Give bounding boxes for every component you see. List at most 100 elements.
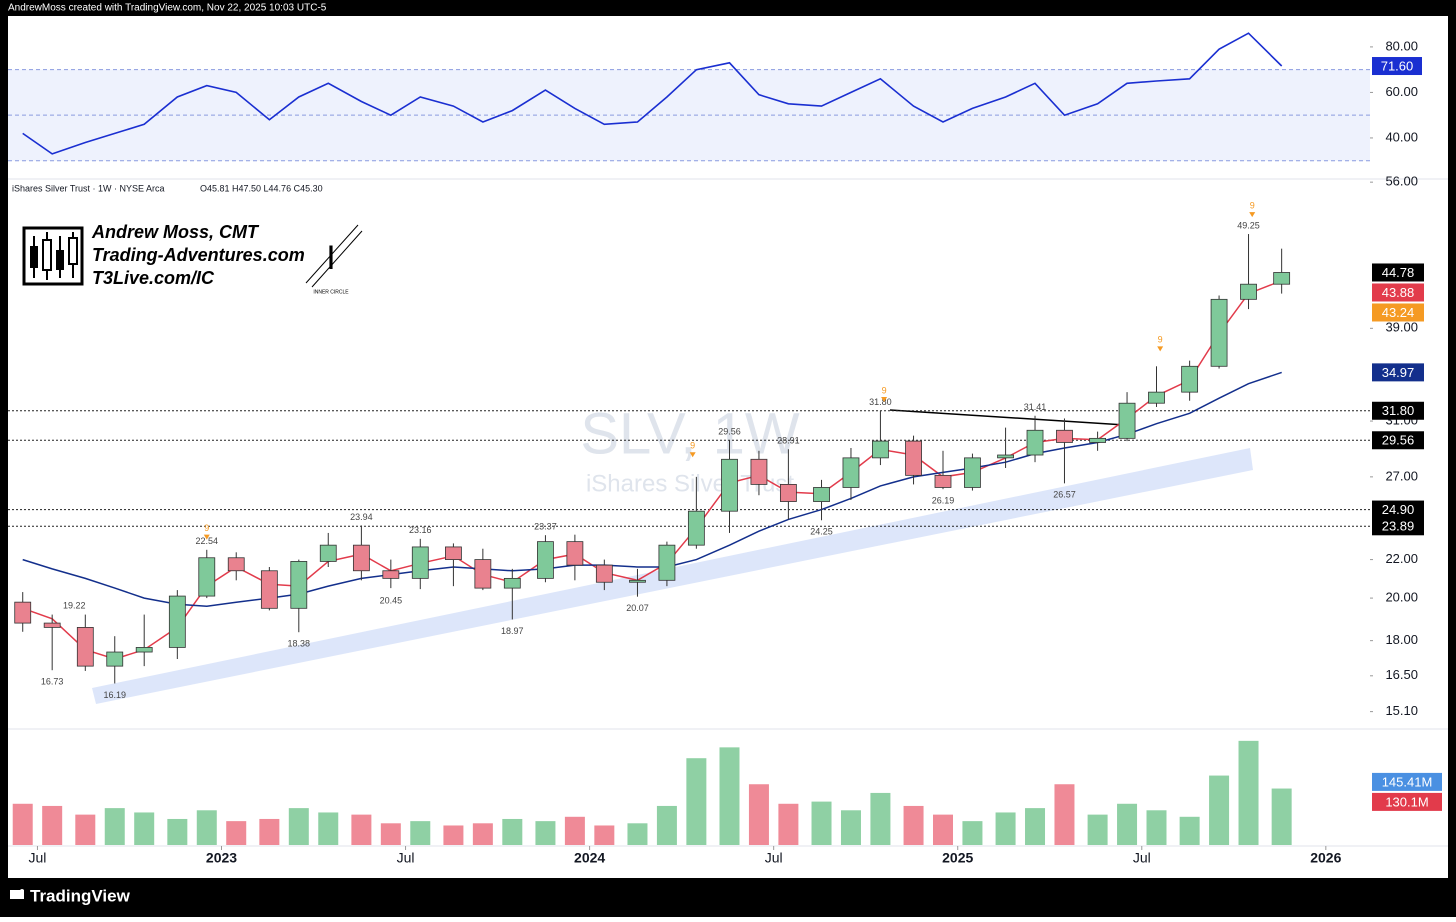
- candle-body: [290, 561, 308, 609]
- candle-body: [537, 541, 554, 579]
- price-annotation: 22.54: [196, 536, 219, 546]
- logo-body: [68, 237, 78, 265]
- y-tick-label: 15.10: [1385, 703, 1418, 718]
- volume-bar: [167, 818, 188, 845]
- candle-body: [872, 440, 889, 459]
- volume-bar: [995, 812, 1016, 845]
- candle-body: [905, 440, 922, 476]
- volume-bar: [75, 814, 96, 845]
- y-tick-label: 22.00: [1385, 551, 1418, 566]
- footer-logo: TradingView: [10, 886, 131, 905]
- td-count: 9: [204, 523, 209, 533]
- candle-body: [106, 651, 124, 667]
- price-annotation: 23.37: [534, 522, 557, 532]
- y-tick-label: 80.00: [1385, 38, 1418, 53]
- candle-body: [779, 484, 797, 502]
- volume-bar: [870, 792, 891, 845]
- candle-body: [842, 457, 860, 488]
- volume-bar: [1087, 814, 1108, 845]
- logo-stroke: [305, 224, 359, 284]
- candle-body: [227, 557, 245, 572]
- price-annotation: 28.91: [777, 436, 800, 446]
- volume-bar: [104, 808, 125, 845]
- logo-mark: I: [326, 239, 335, 277]
- candle-body: [1148, 391, 1165, 404]
- candle-body: [1181, 365, 1199, 393]
- rsi-last-label: 71.60: [1381, 58, 1414, 73]
- moving-average: [22, 371, 1282, 608]
- price-annotation: 49.25: [1237, 220, 1260, 230]
- volume-axis-label: 130.1M: [1385, 794, 1428, 809]
- volume-bar: [1209, 775, 1230, 845]
- candle-body: [168, 595, 186, 648]
- volume-bar: [1179, 816, 1200, 845]
- x-tick-label: 2023: [206, 850, 237, 866]
- td-marker: [203, 534, 210, 540]
- volume-bar: [351, 814, 372, 845]
- td-count: 9: [690, 441, 695, 451]
- td-count: 9: [1250, 200, 1255, 210]
- td-marker: [881, 397, 888, 403]
- candle-body: [319, 544, 337, 562]
- logo-body: [56, 250, 64, 270]
- volume-bar: [410, 821, 431, 845]
- ohlc-label: O45.81 H47.50 L44.76 C45.30: [200, 183, 323, 193]
- candle-body: [1210, 298, 1228, 367]
- volume-bar: [594, 825, 615, 845]
- price-annotation: 18.97: [501, 626, 524, 636]
- logo: Andrew Moss, CMT Trading-Adventures.com …: [22, 222, 363, 295]
- price-level-label-bg: [1372, 431, 1424, 450]
- logo-site: Trading-Adventures.com: [92, 245, 305, 265]
- volume-bar: [226, 821, 247, 845]
- logo-shape: [10, 890, 24, 899]
- price-axis-label: 43.24: [1382, 305, 1415, 320]
- volume-bar: [288, 808, 309, 845]
- logo-badge: INNER CIRCLE: [313, 289, 349, 295]
- candle-body: [1118, 402, 1136, 439]
- volume-bar: [748, 784, 769, 845]
- candle-body: [658, 544, 676, 581]
- logo-body: [30, 246, 38, 268]
- logo-link: T3Live.com/IC: [92, 268, 215, 288]
- candle-body: [687, 510, 705, 546]
- y-tick-label: 60.00: [1385, 84, 1418, 99]
- price-annotation: 23.94: [350, 512, 373, 522]
- y-tick-label: 27.00: [1385, 468, 1418, 483]
- price-axis-label: 34.97: [1382, 365, 1415, 380]
- td-count: 9: [882, 385, 887, 395]
- volume-bar: [962, 821, 983, 845]
- candle-body: [474, 559, 492, 589]
- y-tick-label: 18.00: [1385, 632, 1418, 647]
- header: AndrewMoss created with TradingView.com,…: [8, 3, 327, 14]
- volume-bar: [134, 812, 155, 845]
- watermark: SLV, 1W: [580, 401, 799, 466]
- rsi-line: [22, 32, 1283, 155]
- candle-body: [964, 457, 981, 488]
- price-level-label: 24.90: [1382, 502, 1415, 517]
- y-tick-label: 40.00: [1385, 129, 1418, 144]
- price-axis-label: 43.88: [1382, 285, 1415, 300]
- candle-body: [14, 601, 32, 624]
- candle-body: [750, 458, 768, 485]
- chart-title: iShares Silver Trust · 1W · NYSE Arca: [12, 183, 165, 193]
- price-annotation: 24.25: [810, 527, 833, 537]
- price-annotation: 29.56: [718, 427, 741, 437]
- volume-bar: [1271, 788, 1292, 845]
- candle-body: [503, 577, 521, 589]
- rsi-last-label-bg: [1372, 57, 1422, 76]
- volume-bar: [443, 825, 464, 845]
- footer: TradingView: [30, 886, 131, 905]
- volume-bar: [535, 821, 556, 845]
- candle-body: [382, 570, 400, 579]
- x-tick-label: Jul: [28, 850, 46, 866]
- price-annotation: 20.45: [380, 595, 403, 605]
- price-level-label-bg: [1372, 500, 1424, 519]
- candle-body: [566, 541, 584, 566]
- td-count: 9: [1158, 335, 1163, 345]
- candle-body: [1026, 429, 1044, 456]
- volume-bar: [778, 803, 799, 845]
- price-annotation: 19.22: [63, 601, 86, 611]
- volume-axis-label-bg: [1372, 792, 1442, 811]
